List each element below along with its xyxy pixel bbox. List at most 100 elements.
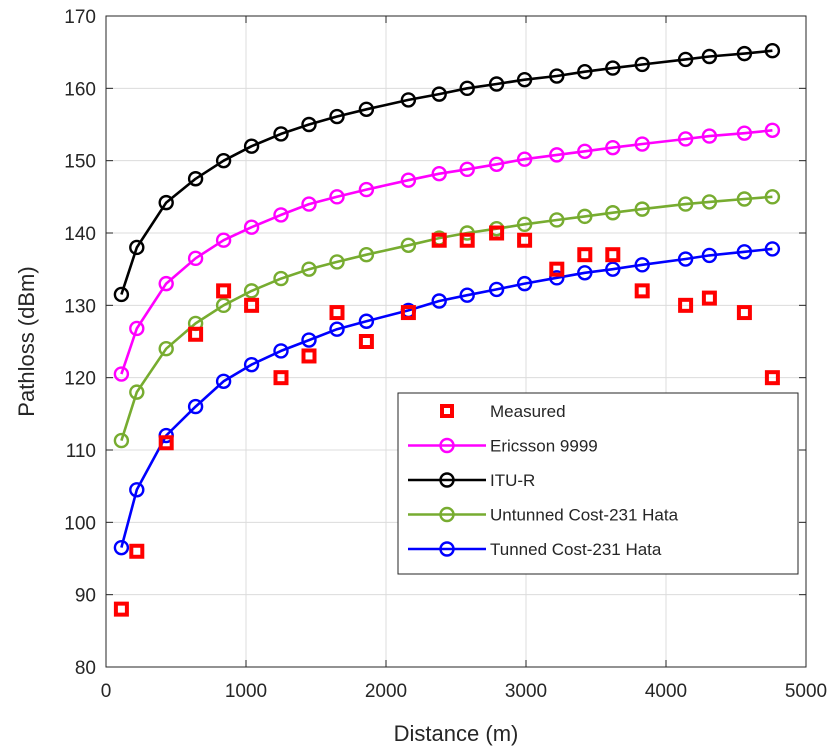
- data-point: [187, 398, 204, 415]
- data-point: [215, 373, 232, 389]
- data-point: [764, 122, 781, 138]
- data-point: [216, 283, 232, 299]
- data-point: [549, 68, 565, 84]
- data-point: [129, 543, 145, 559]
- data-point: [701, 290, 717, 306]
- y-tick-label: 150: [64, 152, 96, 173]
- data-point: [158, 275, 174, 292]
- data-point: [736, 45, 753, 62]
- series-measured: [113, 225, 780, 617]
- data-point: [188, 326, 204, 342]
- data-point: [605, 261, 621, 277]
- data-point: [358, 181, 375, 198]
- data-point: [736, 305, 752, 321]
- data-point: [577, 143, 593, 159]
- data-point: [158, 341, 174, 357]
- data-point: [764, 370, 780, 386]
- plot-frame: [105, 15, 807, 668]
- series-ericsson-9999: [113, 122, 781, 382]
- data-point: [431, 232, 447, 248]
- data-point: [273, 207, 289, 223]
- legend-marker: [439, 506, 455, 523]
- data-point: [113, 601, 129, 617]
- legend: Measured Ericsson 9999 ITU-R Untunned Cost-…: [397, 392, 799, 575]
- data-point: [459, 232, 475, 248]
- data-point: [187, 171, 204, 187]
- data-point: [516, 71, 533, 88]
- data-point: [517, 232, 533, 248]
- y-tick-label: 170: [64, 7, 96, 28]
- legend-item: Untunned Cost-231 Hata: [408, 506, 679, 525]
- data-point: [605, 139, 621, 156]
- data-point: [677, 251, 694, 267]
- series-layer: [113, 43, 781, 617]
- data-point: [736, 244, 753, 260]
- data-point: [329, 254, 345, 270]
- data-point: [158, 435, 174, 451]
- data-point: [634, 257, 650, 273]
- y-axis-label: Pathloss (dBm): [14, 266, 39, 416]
- data-point: [129, 482, 145, 498]
- y-tick-label: 80: [75, 658, 96, 679]
- x-tick-label: 2000: [365, 681, 407, 702]
- y-tick-label: 90: [75, 586, 96, 607]
- data-point: [764, 43, 781, 59]
- data-point: [488, 76, 505, 92]
- legend-marker: [439, 541, 455, 557]
- data-point: [358, 101, 375, 118]
- data-point: [634, 136, 650, 152]
- data-point: [358, 246, 375, 263]
- data-point: [113, 286, 130, 303]
- data-point: [301, 332, 317, 348]
- legend-item: Ericsson 9999: [408, 437, 598, 456]
- data-point: [129, 320, 145, 337]
- data-point: [243, 356, 260, 373]
- data-point: [301, 116, 317, 133]
- data-point: [549, 147, 565, 163]
- data-point: [634, 283, 650, 299]
- data-point: [187, 250, 204, 267]
- data-point: [701, 128, 718, 144]
- data-point: [677, 131, 694, 147]
- series-tunned-cost-231-hata: [113, 241, 781, 556]
- data-point: [301, 196, 317, 212]
- y-tick-label: 110: [66, 441, 96, 462]
- data-point: [577, 247, 593, 263]
- data-point: [113, 539, 130, 556]
- data-point: [301, 348, 317, 364]
- data-point: [634, 56, 650, 73]
- legend-item: ITU-R: [408, 471, 535, 490]
- y-tick-label: 140: [64, 224, 96, 245]
- data-point: [605, 205, 621, 221]
- data-point: [577, 265, 593, 281]
- y-tick-label: 160: [64, 79, 96, 100]
- data-point: [400, 305, 416, 321]
- data-point: [459, 80, 475, 97]
- data-point: [489, 225, 505, 241]
- data-point: [516, 216, 533, 233]
- data-point: [431, 86, 447, 102]
- x-axis-label: Distance (m): [394, 721, 519, 746]
- data-point: [244, 297, 260, 313]
- data-point: [701, 194, 718, 210]
- data-point: [677, 196, 694, 212]
- data-point: [329, 108, 345, 125]
- data-point: [764, 241, 781, 257]
- legend-marker: [439, 472, 455, 488]
- data-point: [113, 432, 130, 449]
- data-point: [577, 208, 593, 225]
- data-point: [701, 247, 718, 264]
- data-point: [215, 152, 232, 169]
- data-point: [431, 165, 447, 182]
- data-point: [400, 92, 417, 108]
- data-point: [549, 212, 565, 228]
- series-line: [120, 247, 773, 548]
- data-point: [678, 297, 694, 313]
- data-point: [605, 60, 621, 76]
- data-point: [400, 237, 417, 253]
- legend-label: Tunned Cost-231 Hata: [490, 540, 662, 559]
- legend-label: Untunned Cost-231 Hata: [490, 506, 679, 525]
- legend-label: Measured: [490, 402, 566, 421]
- x-tick-label: 1000: [225, 681, 267, 702]
- series-line: [120, 129, 773, 375]
